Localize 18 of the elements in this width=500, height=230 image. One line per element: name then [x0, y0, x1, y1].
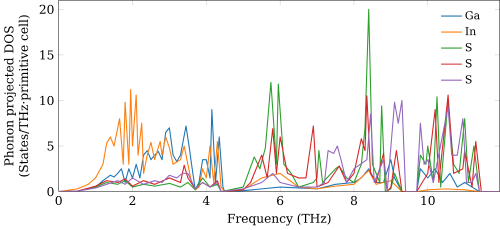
legend-label: S [466, 59, 472, 68]
x-tick-label: 4 [202, 196, 210, 206]
y-tick-label: 10 [40, 96, 54, 106]
legend-label: Ga [465, 11, 480, 20]
x-tick-label: 0 [56, 196, 62, 206]
x-tick-label: 6 [277, 196, 284, 206]
legend-label: S [466, 75, 472, 84]
y-tick-label: 0 [47, 187, 54, 196]
y-tick-label: 15 [40, 50, 54, 60]
x-tick-label: 8 [350, 196, 358, 206]
legend-label: S [466, 43, 472, 52]
x-axis-title: Frequency (THz) [228, 214, 330, 226]
x-tick-label: 2 [129, 196, 136, 206]
legend-label: In [465, 27, 476, 36]
y-tick-label: 5 [48, 142, 54, 151]
x-tick-label: 10 [422, 196, 435, 206]
y-axis-title: Phonon projected DOS (States/THz·primitive cell) [4, 16, 31, 177]
y-tick-label: 20 [40, 4, 54, 14]
